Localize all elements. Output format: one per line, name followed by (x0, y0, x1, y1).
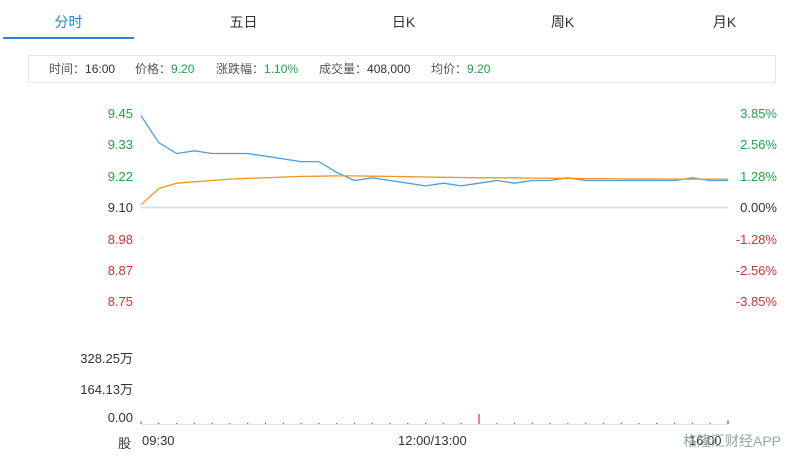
volume-bar (549, 423, 551, 424)
volume-bar (211, 423, 213, 424)
volume-tick: 164.13万 (80, 382, 133, 397)
active-tab-indicator (3, 37, 134, 39)
volume-bar (300, 423, 302, 424)
volume-bar (193, 423, 195, 424)
price-line (140, 115, 728, 187)
volume-bar (442, 423, 444, 424)
volume-bar (176, 423, 178, 424)
volume-bar (282, 423, 284, 424)
info-change: 涨跌幅：1.10% (216, 56, 298, 82)
volume-bar (674, 423, 676, 424)
pct-tick: 1.28% (740, 169, 777, 184)
volume-bar (425, 423, 427, 424)
volume-bar (264, 422, 267, 424)
time-tick-open: 09:30 (142, 433, 175, 448)
info-volume-value: 408,000 (367, 62, 411, 76)
price-tick: 8.98 (107, 232, 133, 247)
quote-info-bar: 时间：16:00 价格：9.20 涨跌幅：1.10% 成交量：408,000 均… (28, 55, 776, 83)
time-tick-midday: 12:00/13:00 (398, 433, 467, 448)
info-avg-value: 9.20 (467, 62, 491, 76)
pct-tick: -1.28% (735, 232, 777, 247)
info-volume: 成交量：408,000 (319, 56, 410, 82)
pct-tick: 0.00% (740, 200, 777, 215)
info-volume-label: 成交量： (319, 62, 368, 76)
tab-daily-k[interactable]: 日K (391, 14, 416, 30)
price-tick: 8.87 (107, 263, 133, 278)
axis-caption: 股 (118, 436, 132, 451)
tab-five-day[interactable]: 五日 (229, 14, 258, 30)
pct-tick: 3.85% (740, 106, 777, 121)
volume-bar (496, 423, 498, 424)
info-time-label: 时间： (49, 62, 86, 76)
avg-price-line (140, 175, 728, 206)
volume-bar (318, 423, 320, 424)
volume-tick: 0.00 (107, 410, 133, 425)
volume-bar (513, 423, 516, 424)
info-avg: 均价：9.20 (431, 56, 490, 82)
volume-bar (389, 423, 391, 424)
pct-tick: 2.56% (740, 137, 777, 152)
volume-bar (620, 423, 622, 424)
info-price-label: 价格： (135, 62, 172, 76)
volume-bar (460, 423, 462, 424)
volume-bar (247, 423, 249, 424)
price-tick: 9.22 (107, 169, 133, 184)
info-change-value: 1.10% (264, 62, 299, 76)
volume-tick: 328.25万 (80, 351, 133, 366)
pct-tick: -3.85% (735, 294, 777, 309)
volume-bar (140, 421, 142, 424)
volume-bar (602, 423, 605, 424)
info-avg-label: 均价： (431, 62, 468, 76)
tab-intraday[interactable]: 分时 (54, 14, 83, 30)
volume-bar (727, 420, 729, 424)
volume-bar (478, 414, 480, 424)
info-time: 时间：16:00 (49, 56, 115, 82)
price-tick: 9.33 (107, 137, 133, 152)
price-tick: 9.10 (107, 200, 133, 215)
volume-bar (638, 423, 640, 424)
volume-bar (531, 423, 533, 424)
watermark: 格隆汇财经APP (683, 433, 782, 449)
tab-weekly-k[interactable]: 周K (550, 14, 575, 30)
volume-bar (158, 422, 160, 424)
time-tick-close: 16:00 (689, 433, 722, 448)
volume-bar (336, 423, 338, 424)
volume-bar (656, 423, 658, 424)
volume-bar (585, 423, 587, 424)
volume-bar (407, 423, 409, 424)
info-change-label: 涨跌幅： (216, 62, 265, 76)
volume-bar (353, 423, 356, 424)
volume-bar (371, 423, 373, 424)
tab-monthly-k[interactable]: 月K (712, 14, 737, 30)
pct-tick: -2.56% (735, 263, 777, 278)
price-tick: 8.75 (107, 294, 133, 309)
info-price-value: 9.20 (171, 62, 195, 76)
volume-bar (691, 423, 693, 424)
price-tick: 9.45 (107, 106, 133, 121)
volume-bar (229, 423, 231, 424)
volume-bar (709, 422, 711, 424)
info-time-value: 16:00 (85, 62, 116, 76)
volume-bar (567, 423, 569, 424)
info-price: 价格：9.20 (135, 56, 194, 82)
chart-tabs: 分时 五日 日K 周K 月K (0, 0, 802, 40)
